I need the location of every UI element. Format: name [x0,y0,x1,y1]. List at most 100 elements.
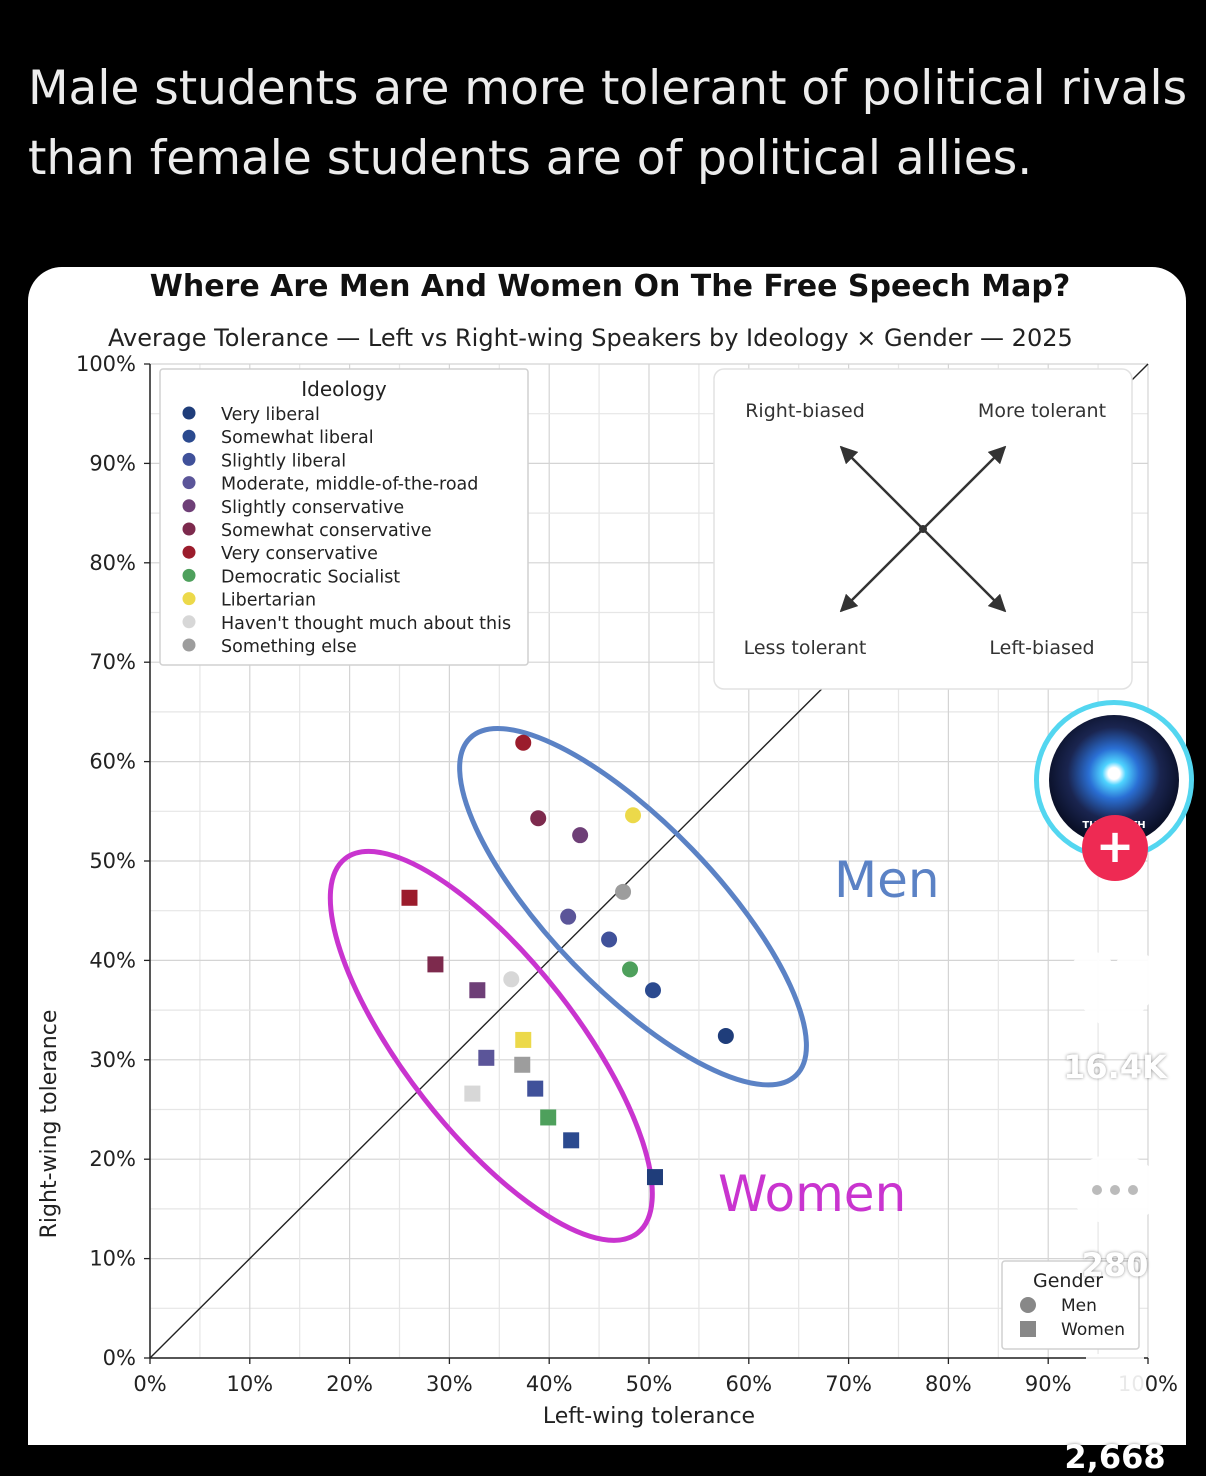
x-tick-label: 0% [133,1372,166,1396]
x-tick-label: 90% [1025,1372,1072,1396]
follow-button[interactable]: + [1082,815,1148,881]
ideology-legend-marker [182,615,196,629]
y-tick-label: 90% [89,451,136,475]
axes: 0% 10% 20% 30% 40% 50% 60% 70% 80% 90% 100% 0% 10% 20… [76,352,1178,1396]
y-tick-label: 30% [89,1048,136,1072]
ideology-legend-marker [182,568,196,582]
gender-legend: Gender Men Women [1001,1260,1140,1350]
women-group-ellipse [327,848,655,1243]
men-data-point [644,982,661,999]
x-tick-label: 30% [426,1372,473,1396]
ideology-legend-label: Slightly liberal [221,451,346,471]
x-tick-label: 50% [626,1372,673,1396]
ideology-legend-marker [182,545,196,559]
key-label-right-biased: Right-biased [745,400,865,422]
key-arrow-up-left [839,445,924,530]
women-group-label: Women [718,1165,906,1223]
x-tick-label: 80% [925,1372,972,1396]
women-data-point [646,1169,663,1186]
women-data-point [427,956,444,973]
x-tick-label: 20% [326,1372,373,1396]
x-tick-label: 60% [725,1372,772,1396]
women-data-point [514,1056,531,1073]
women-data-point [515,1031,532,1048]
ideology-legend-label: Somewhat conservative [221,521,432,541]
ideology-legend: Ideology Very liberal Somewhat liberal Sli… [159,368,529,666]
y-axis-label: Right-wing tolerance [37,1010,62,1239]
y-tick-label: 10% [89,1247,136,1271]
post-caption-line-1: Male students are more tolerant of polit… [28,61,1188,116]
ideology-legend-marker [182,476,196,490]
men-data-point [615,883,632,900]
gender-legend-women: Women [1061,1320,1125,1340]
women-data-point [469,982,486,999]
chart-subtitle: Average Tolerance — Left vs Right-wing S… [108,324,1073,352]
save-button[interactable] [1080,1350,1150,1430]
key-arrow-down-right [922,528,1007,613]
ideology-legend-label: Haven't thought much about this [221,614,511,634]
key-arrow-up-right [922,445,1007,530]
like-count: 16.4K [1063,1048,1167,1086]
y-tick-label: 100% [76,352,136,376]
y-tick-label: 0% [103,1346,136,1370]
men-data-point [601,931,618,948]
x-tick-label: 40% [526,1372,573,1396]
y-tick-label: 40% [89,948,136,972]
women-data-point [478,1049,495,1066]
heart-icon [1068,952,1160,1036]
ideology-legend-marker [182,522,196,536]
gender-legend-circle-marker [1020,1297,1036,1313]
x-tick-label: 10% [226,1372,273,1396]
comment-count: 280 [1081,1246,1149,1284]
scatter-chart: 0% 10% 20% 30% 40% 50% 60% 70% 80% 90% 100% 0% 10% 20… [37,269,1178,1429]
men-data-point [503,971,520,988]
comment-button[interactable] [1066,1150,1164,1242]
bookmark-icon [1086,1354,1144,1426]
ideology-legend-label: Something else [221,637,357,657]
women-data-point [464,1085,481,1102]
direction-key: Right-biased More tolerant Less tolerant… [713,368,1133,690]
ideology-legend-label: Libertarian [221,591,316,611]
ideology-legend-marker [182,406,196,420]
ideology-legend-label: Moderate, middle-of-the-road [221,475,478,495]
ideology-legend-marker [182,592,196,606]
comment-bubble-icon [1070,1154,1160,1238]
key-label-left-biased: Left-biased [989,637,1094,659]
men-data-point [515,734,532,751]
key-label-less-tolerant: Less tolerant [744,637,867,659]
men-group-label: Men [834,851,940,909]
ideology-legend-label: Slightly conservative [221,498,404,518]
data-points [401,734,734,1186]
group-ellipses [327,726,809,1243]
ideology-legend-label: Somewhat liberal [221,428,374,448]
like-button[interactable] [1064,948,1164,1043]
key-center-dot [919,525,927,533]
x-axis-label: Left-wing tolerance [543,1404,755,1429]
ideology-legend-label: Very liberal [221,405,320,425]
ideology-legend-marker [182,429,196,443]
y-tick-label: 70% [89,650,136,674]
x-tick-label: 70% [825,1372,872,1396]
ideology-legend-label: Very conservative [221,544,378,564]
comment-dot-icon [1110,1185,1120,1195]
save-count: 2,668 [1064,1438,1166,1476]
men-data-point [530,810,547,827]
men-data-point [560,908,577,925]
y-tick-label: 60% [89,750,136,774]
men-data-point [622,961,639,978]
y-tick-label: 50% [89,849,136,873]
men-data-point [625,807,642,824]
ideology-legend-marker [182,638,196,652]
comment-dot-icon [1092,1185,1102,1195]
ideology-legend-title: Ideology [301,377,387,401]
women-data-point [527,1080,544,1097]
y-tick-label: 80% [89,551,136,575]
women-data-point [563,1132,580,1149]
gender-legend-title: Gender [1033,1270,1103,1292]
y-tick-label: 20% [89,1147,136,1171]
key-label-more-tolerant: More tolerant [978,400,1106,422]
ideology-legend-marker [182,499,196,513]
women-data-point [540,1109,557,1126]
men-data-point [717,1027,734,1044]
chart-title: Where Are Men And Women On The Free Spee… [150,269,1070,304]
